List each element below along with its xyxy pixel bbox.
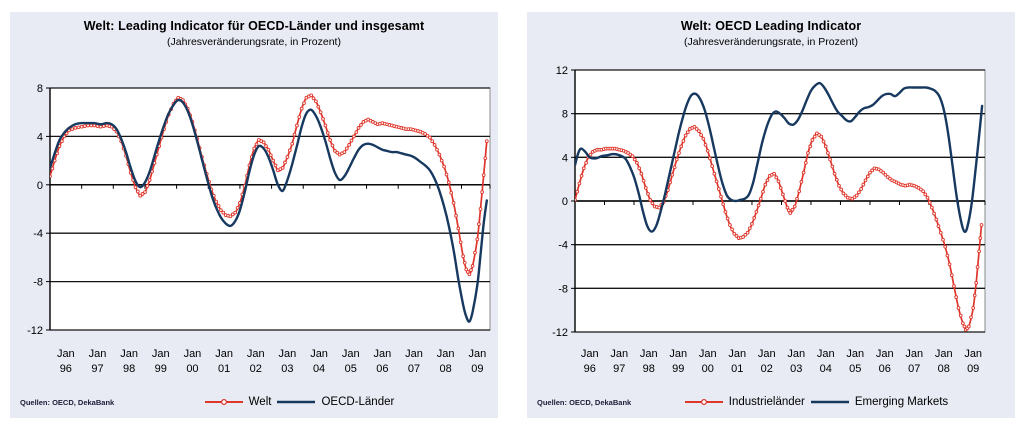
x-tick-year: 02: [250, 363, 262, 375]
x-tick-month: Jan: [876, 348, 894, 360]
x-tick-month: Jan: [640, 348, 658, 360]
legend-marker-oecd-laender-icon: [276, 397, 316, 407]
x-tick-year: 01: [218, 363, 230, 375]
y-tick-label: 8: [37, 83, 43, 95]
x-tick-year: 08: [938, 363, 950, 375]
source-note-right: Quellen: OECD, DekaBank: [537, 398, 632, 407]
x-tick-year: 99: [155, 363, 167, 375]
x-tick-year: 03: [790, 363, 802, 375]
legend-label-welt: Welt: [248, 396, 272, 408]
chart-title-right: Welt: OECD Leading Indicator: [680, 19, 862, 33]
x-tick-month: Jan: [728, 348, 746, 360]
x-tick-month: Jan: [247, 348, 265, 360]
source-note-left: Quellen: OECD, DekaBank: [20, 398, 115, 407]
x-tick-month: Jan: [279, 348, 297, 360]
chart-card-right: Welt: OECD Leading Indicator (Jahresverä…: [527, 12, 1015, 418]
series-oecd-l-nder: [50, 98, 488, 323]
y-tick-label: -8: [558, 283, 568, 295]
x-tick-month: Jan: [152, 348, 170, 360]
x-tick-year: 96: [584, 363, 596, 375]
series-emerging-markets: [575, 81, 984, 234]
x-tick-year: 05: [849, 363, 861, 375]
legend-marker-emerging-markets-icon: [810, 397, 850, 407]
x-tick-year: 07: [408, 363, 420, 375]
x-tick-month: Jan: [817, 348, 835, 360]
axis-labels: 8 4 0 -4 -8 -12 Jan 96 Jan 97 Jan 98 Jan 99 Jan 00 Jan 01…: [27, 83, 486, 375]
legend-label-oecd-laender: OECD-Länder: [321, 396, 395, 408]
x-tick-year: 96: [60, 363, 72, 375]
y-tick-label: -4: [558, 240, 568, 252]
x-tick-month: Jan: [405, 348, 423, 360]
y-tick-label: 8: [562, 109, 568, 121]
x-tick-year: 98: [643, 363, 655, 375]
x-tick-month: Jan: [610, 348, 628, 360]
legend-marker-industrielaender-icon: [684, 397, 724, 407]
legend-right: Industrieländer Emerging Markets: [617, 396, 1015, 408]
y-tick-label: -8: [33, 277, 43, 289]
x-tick-year: 08: [440, 363, 452, 375]
x-tick-month: Jan: [758, 348, 776, 360]
legend-left: Welt OECD-Länder: [100, 396, 498, 408]
x-tick-month: Jan: [215, 348, 233, 360]
x-tick-year: 03: [281, 363, 293, 375]
x-tick-year: 99: [672, 363, 684, 375]
y-tick-label: -12: [552, 327, 568, 339]
x-tick-year: 04: [313, 363, 325, 375]
x-tick-year: 07: [908, 363, 920, 375]
x-tick-year: 97: [91, 363, 103, 375]
y-tick-label: 0: [37, 180, 43, 192]
series-industriel-nder: [575, 124, 984, 332]
x-tick-month: Jan: [373, 348, 391, 360]
y-tick-label: 0: [562, 196, 568, 208]
x-tick-year: 00: [186, 363, 198, 375]
x-tick-month: Jan: [468, 348, 486, 360]
x-tick-year: 00: [702, 363, 714, 375]
x-tick-month: Jan: [699, 348, 717, 360]
x-tick-month: Jan: [905, 348, 923, 360]
y-tick-label: -12: [27, 325, 43, 337]
legend-marker-welt-icon: [204, 397, 244, 407]
x-tick-month: Jan: [120, 348, 138, 360]
y-tick-label: -4: [33, 228, 43, 240]
chart-footer-left: Quellen: OECD, DekaBank Welt OECD-Länder: [10, 396, 498, 412]
x-tick-year: 97: [613, 363, 625, 375]
x-tick-month: Jan: [342, 348, 360, 360]
x-tick-month: Jan: [935, 348, 953, 360]
x-tick-month: Jan: [669, 348, 687, 360]
y-tick-label: 12: [556, 65, 568, 77]
line-chart-right: 12 8 4 0 -4 -8 -12 Jan 96 Jan 97 Jan 98 Jan 99 Jan 00 Jan…: [552, 65, 986, 375]
chart-subtitle-right: (Jahresveränderungsrate, in Prozent): [684, 36, 858, 48]
y-tick-label: 4: [562, 152, 568, 164]
x-tick-year: 02: [761, 363, 773, 375]
x-tick-month: Jan: [89, 348, 107, 360]
legend-label-emerging-markets: Emerging Markets: [854, 396, 949, 408]
x-tick-year: 98: [123, 363, 135, 375]
x-tick-month: Jan: [846, 348, 864, 360]
x-tick-year: 06: [376, 363, 388, 375]
x-tick-year: 06: [879, 363, 891, 375]
chart-card-left: Welt: Leading Indicator für OECD-Länder …: [10, 12, 498, 418]
x-tick-month: Jan: [437, 348, 455, 360]
x-tick-month: Jan: [787, 348, 805, 360]
x-tick-year: 09: [967, 363, 979, 375]
x-tick-month: Jan: [310, 348, 328, 360]
chart-footer-right: Quellen: OECD, DekaBank Industrieländer …: [527, 396, 1015, 412]
chart-title-left: Welt: Leading Indicator für OECD-Länder …: [83, 19, 425, 33]
x-tick-month: Jan: [581, 348, 599, 360]
legend-label-industrielaender: Industrieländer: [728, 396, 805, 408]
x-tick-month: Jan: [184, 348, 202, 360]
chart-subtitle-left: (Jahresveränderungsrate, in Prozent): [167, 36, 341, 48]
line-chart-left: 8 4 0 -4 -8 -12 Jan 96 Jan 97 Jan 98 Jan 99 Jan 00 Jan 01…: [27, 83, 491, 375]
x-tick-year: 04: [820, 363, 832, 375]
plot-area: [49, 87, 491, 331]
x-tick-year: 05: [345, 363, 357, 375]
y-tick-label: 4: [37, 131, 43, 143]
x-tick-year: 01: [731, 363, 743, 375]
axis-labels: 12 8 4 0 -4 -8 -12 Jan 96 Jan 97 Jan 98 Jan 99 Jan 00 Jan…: [552, 65, 982, 375]
x-tick-month: Jan: [57, 348, 75, 360]
x-tick-year: 09: [471, 363, 483, 375]
x-tick-month: Jan: [964, 348, 982, 360]
